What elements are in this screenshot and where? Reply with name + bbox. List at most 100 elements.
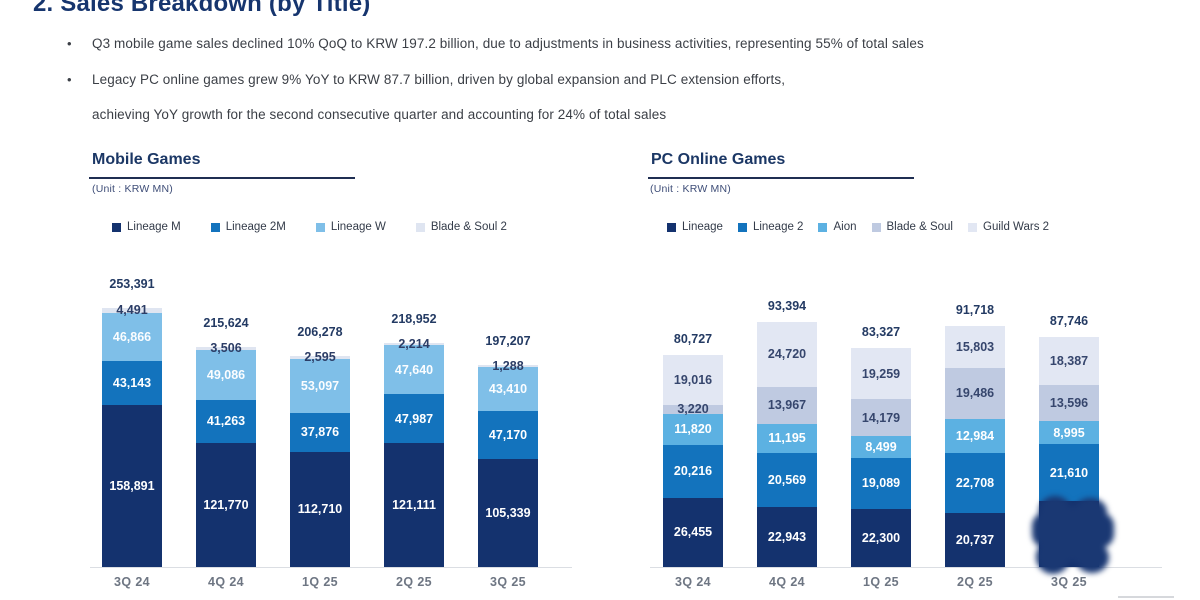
bar-segment bbox=[290, 358, 350, 414]
segment-value-label: 20,737 bbox=[955, 532, 995, 547]
bar-total-label: 253,391 bbox=[109, 277, 155, 291]
bar-segment bbox=[1039, 420, 1099, 445]
legend-item: Lineage bbox=[667, 221, 723, 233]
bar-segment bbox=[102, 312, 162, 361]
legend-swatch-icon bbox=[667, 222, 676, 232]
stacked-bar: 105,339 47,170 43,410 1,288 197,207 bbox=[478, 334, 538, 567]
segment-value-label: 1,288 bbox=[492, 359, 524, 374]
segment-value-label: 11,195 bbox=[768, 431, 806, 446]
bullet-text: achieving YoY growth for the second cons… bbox=[92, 107, 667, 122]
segment-value-label: 3,506 bbox=[210, 341, 242, 356]
redaction-smudge bbox=[1032, 496, 1114, 574]
segment-value-label: 22,708 bbox=[955, 475, 995, 490]
bar-total-label: 91,718 bbox=[955, 303, 995, 318]
segment-value-label: 15,803 bbox=[955, 340, 995, 355]
bar-segment bbox=[290, 413, 350, 452]
bar-segment bbox=[102, 308, 162, 313]
segment-value-label: 121,770 bbox=[203, 497, 249, 512]
bar-segment bbox=[663, 497, 723, 567]
bar-segment bbox=[478, 411, 538, 460]
bar-segment bbox=[945, 418, 1005, 454]
bar-segment bbox=[384, 443, 444, 567]
segment-value-label: 19,089 bbox=[861, 476, 901, 491]
segment-value-label: 46,866 bbox=[112, 329, 152, 344]
segment-value-label: 20,216 bbox=[673, 464, 713, 479]
category-label: 4Q 24 bbox=[768, 575, 806, 589]
bullet-marker: • bbox=[67, 72, 72, 87]
bar-segment bbox=[663, 355, 723, 406]
segment-value-label: 47,640 bbox=[394, 362, 434, 377]
bar-segment bbox=[102, 404, 162, 567]
bar-total-label: 87,746 bbox=[1049, 313, 1089, 328]
segment-value-label: 12,984 bbox=[955, 429, 995, 444]
bar-segment bbox=[1039, 444, 1099, 502]
segment-value-label: 49,086 bbox=[206, 368, 246, 383]
segment-value-label: 2,214 bbox=[398, 337, 430, 352]
bar-segment bbox=[384, 343, 444, 346]
segment-value-label: 18,387 bbox=[1049, 353, 1089, 368]
bar-segment bbox=[757, 322, 817, 387]
bar-segment bbox=[478, 366, 538, 412]
legend-swatch-icon bbox=[737, 222, 747, 232]
bar-segment bbox=[851, 508, 911, 567]
bar-segment bbox=[663, 413, 723, 445]
legend-label: Lineage M bbox=[127, 221, 181, 233]
legend-item: Blade & Soul 2 bbox=[415, 221, 507, 233]
segment-value-label: 13,596 bbox=[1049, 395, 1089, 410]
legend-label: Lineage 2 bbox=[752, 221, 804, 233]
bar-segment bbox=[290, 356, 350, 359]
segment-value-label: 43,143 bbox=[112, 375, 152, 390]
legend-label: Lineage 2M bbox=[225, 221, 286, 233]
segment-value-label: 105,339 bbox=[485, 506, 531, 521]
segment-value-label: 47,170 bbox=[488, 428, 528, 443]
unit-label: (Unit : KRW MN) bbox=[92, 183, 173, 195]
legend-label: Blade & Soul 2 bbox=[430, 221, 507, 233]
segment-value-label: 8,499 bbox=[865, 440, 897, 455]
smudge-lump bbox=[1052, 506, 1096, 562]
bar-segment bbox=[478, 459, 538, 567]
bar-segment bbox=[196, 346, 256, 351]
bar-segment bbox=[196, 400, 256, 443]
legend-item: Lineage 2 bbox=[737, 221, 804, 233]
stacked-bar: 22,300 19,089 8,499 14,179 19,259 83,327 bbox=[851, 325, 911, 567]
bullet-text: Q3 mobile game sales declined 10% QoQ to… bbox=[92, 36, 924, 51]
legend-swatch-icon bbox=[112, 222, 121, 232]
segment-value-label: 37,876 bbox=[300, 425, 340, 440]
segment-value-label: 20,569 bbox=[767, 472, 807, 487]
category-label: 1Q 25 bbox=[301, 575, 339, 589]
legend-item: Lineage W bbox=[315, 221, 386, 233]
bullet-item: • Q3 mobile game sales declined 10% QoQ … bbox=[67, 36, 1187, 51]
segment-value-label: 19,016 bbox=[673, 373, 713, 388]
legend-swatch-icon bbox=[818, 222, 828, 232]
segment-value-label: 19,259 bbox=[861, 366, 901, 381]
segment-value-label: 22,300 bbox=[861, 530, 901, 545]
legend-swatch-icon bbox=[968, 222, 977, 232]
legend-swatch-icon bbox=[210, 222, 220, 232]
axis-baseline bbox=[650, 567, 1162, 568]
stacked-bar: 22,943 20,569 11,195 13,967 24,720 93,394 bbox=[757, 299, 817, 567]
category-label: 2Q 25 bbox=[395, 575, 433, 589]
bullet-item: achieving YoY growth for the second cons… bbox=[67, 107, 1187, 122]
bar-segment bbox=[196, 350, 256, 401]
bar-total-label: 93,394 bbox=[767, 299, 807, 313]
legend-label: Blade & Soul bbox=[886, 221, 954, 233]
bar-segment bbox=[945, 453, 1005, 513]
bar-segment bbox=[384, 394, 444, 444]
legend-item: Lineage M bbox=[112, 221, 181, 233]
chart-title-pc-online-games: PC Online Games bbox=[648, 151, 914, 179]
chart-plot-pc-online-games: 26,455 20,216 11,820 3,220 19,016 80,727 3Q 24… bbox=[650, 245, 1165, 600]
segment-value-label: 112,710 bbox=[297, 502, 343, 517]
category-label: 3Q 25 bbox=[1050, 575, 1088, 589]
category-label: 1Q 25 bbox=[862, 575, 900, 589]
bar-segment bbox=[663, 444, 723, 498]
bar-segment bbox=[757, 506, 817, 567]
category-label: 3Q 25 bbox=[489, 575, 527, 589]
segment-value-label: 13,967 bbox=[767, 398, 807, 413]
segment-value-label: 21,610 bbox=[1049, 465, 1089, 480]
stacked-bar: 112,710 37,876 53,097 2,595 206,278 bbox=[290, 325, 350, 567]
bar-segment bbox=[290, 451, 350, 567]
bar-segment bbox=[945, 326, 1005, 368]
segment-value-label: 158,891 bbox=[109, 478, 155, 493]
bar-segment bbox=[196, 442, 256, 567]
